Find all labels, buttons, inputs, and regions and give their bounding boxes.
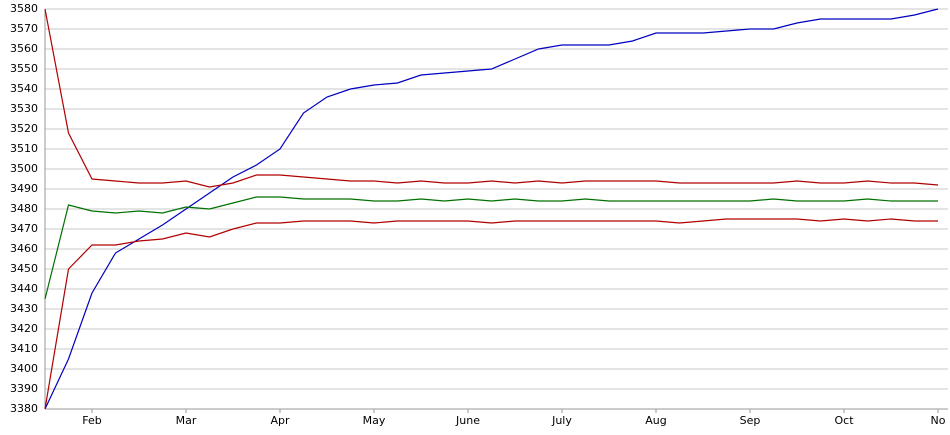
x-tick-label: No: [931, 414, 946, 427]
y-tick-label: 3420: [10, 322, 38, 335]
series-line: [44, 196, 938, 300]
series-line: [44, 8, 939, 188]
y-tick-label: 3440: [10, 282, 38, 295]
x-tick-label: Mar: [176, 414, 197, 427]
y-tick-label: 3570: [10, 22, 38, 35]
y-tick-label: 3430: [10, 302, 38, 315]
y-tick-label: 3520: [10, 122, 38, 135]
y-tick-label: 3510: [10, 142, 38, 155]
y-tick-label: 3540: [10, 82, 38, 95]
series-line: [44, 8, 939, 410]
y-tick-label: 3400: [10, 362, 38, 375]
y-tick-label: 3560: [10, 42, 38, 55]
y-tick-label: 3410: [10, 342, 38, 355]
y-tick-label: 3530: [10, 102, 38, 115]
x-tick-label: Feb: [82, 414, 101, 427]
x-tick-label: June: [455, 414, 480, 427]
series-line: [44, 218, 938, 410]
x-tick-label: May: [363, 414, 386, 427]
y-tick-label: 3470: [10, 222, 38, 235]
x-tick-label: Aug: [645, 414, 666, 427]
y-tick-label: 3380: [10, 402, 38, 415]
y-tick-label: 3500: [10, 162, 38, 175]
y-tick-label: 3390: [10, 382, 38, 395]
y-tick-label: 3460: [10, 242, 38, 255]
y-tick-label: 3480: [10, 202, 38, 215]
x-tick-label: Oct: [834, 414, 854, 427]
x-tick-label: July: [551, 414, 572, 427]
y-tick-label: 3490: [10, 182, 38, 195]
y-tick-label: 3450: [10, 262, 38, 275]
y-tick-label: 3550: [10, 62, 38, 75]
y-tick-label: 3580: [10, 2, 38, 15]
x-tick-label: Sep: [740, 414, 761, 427]
x-tick-label: Apr: [270, 414, 290, 427]
